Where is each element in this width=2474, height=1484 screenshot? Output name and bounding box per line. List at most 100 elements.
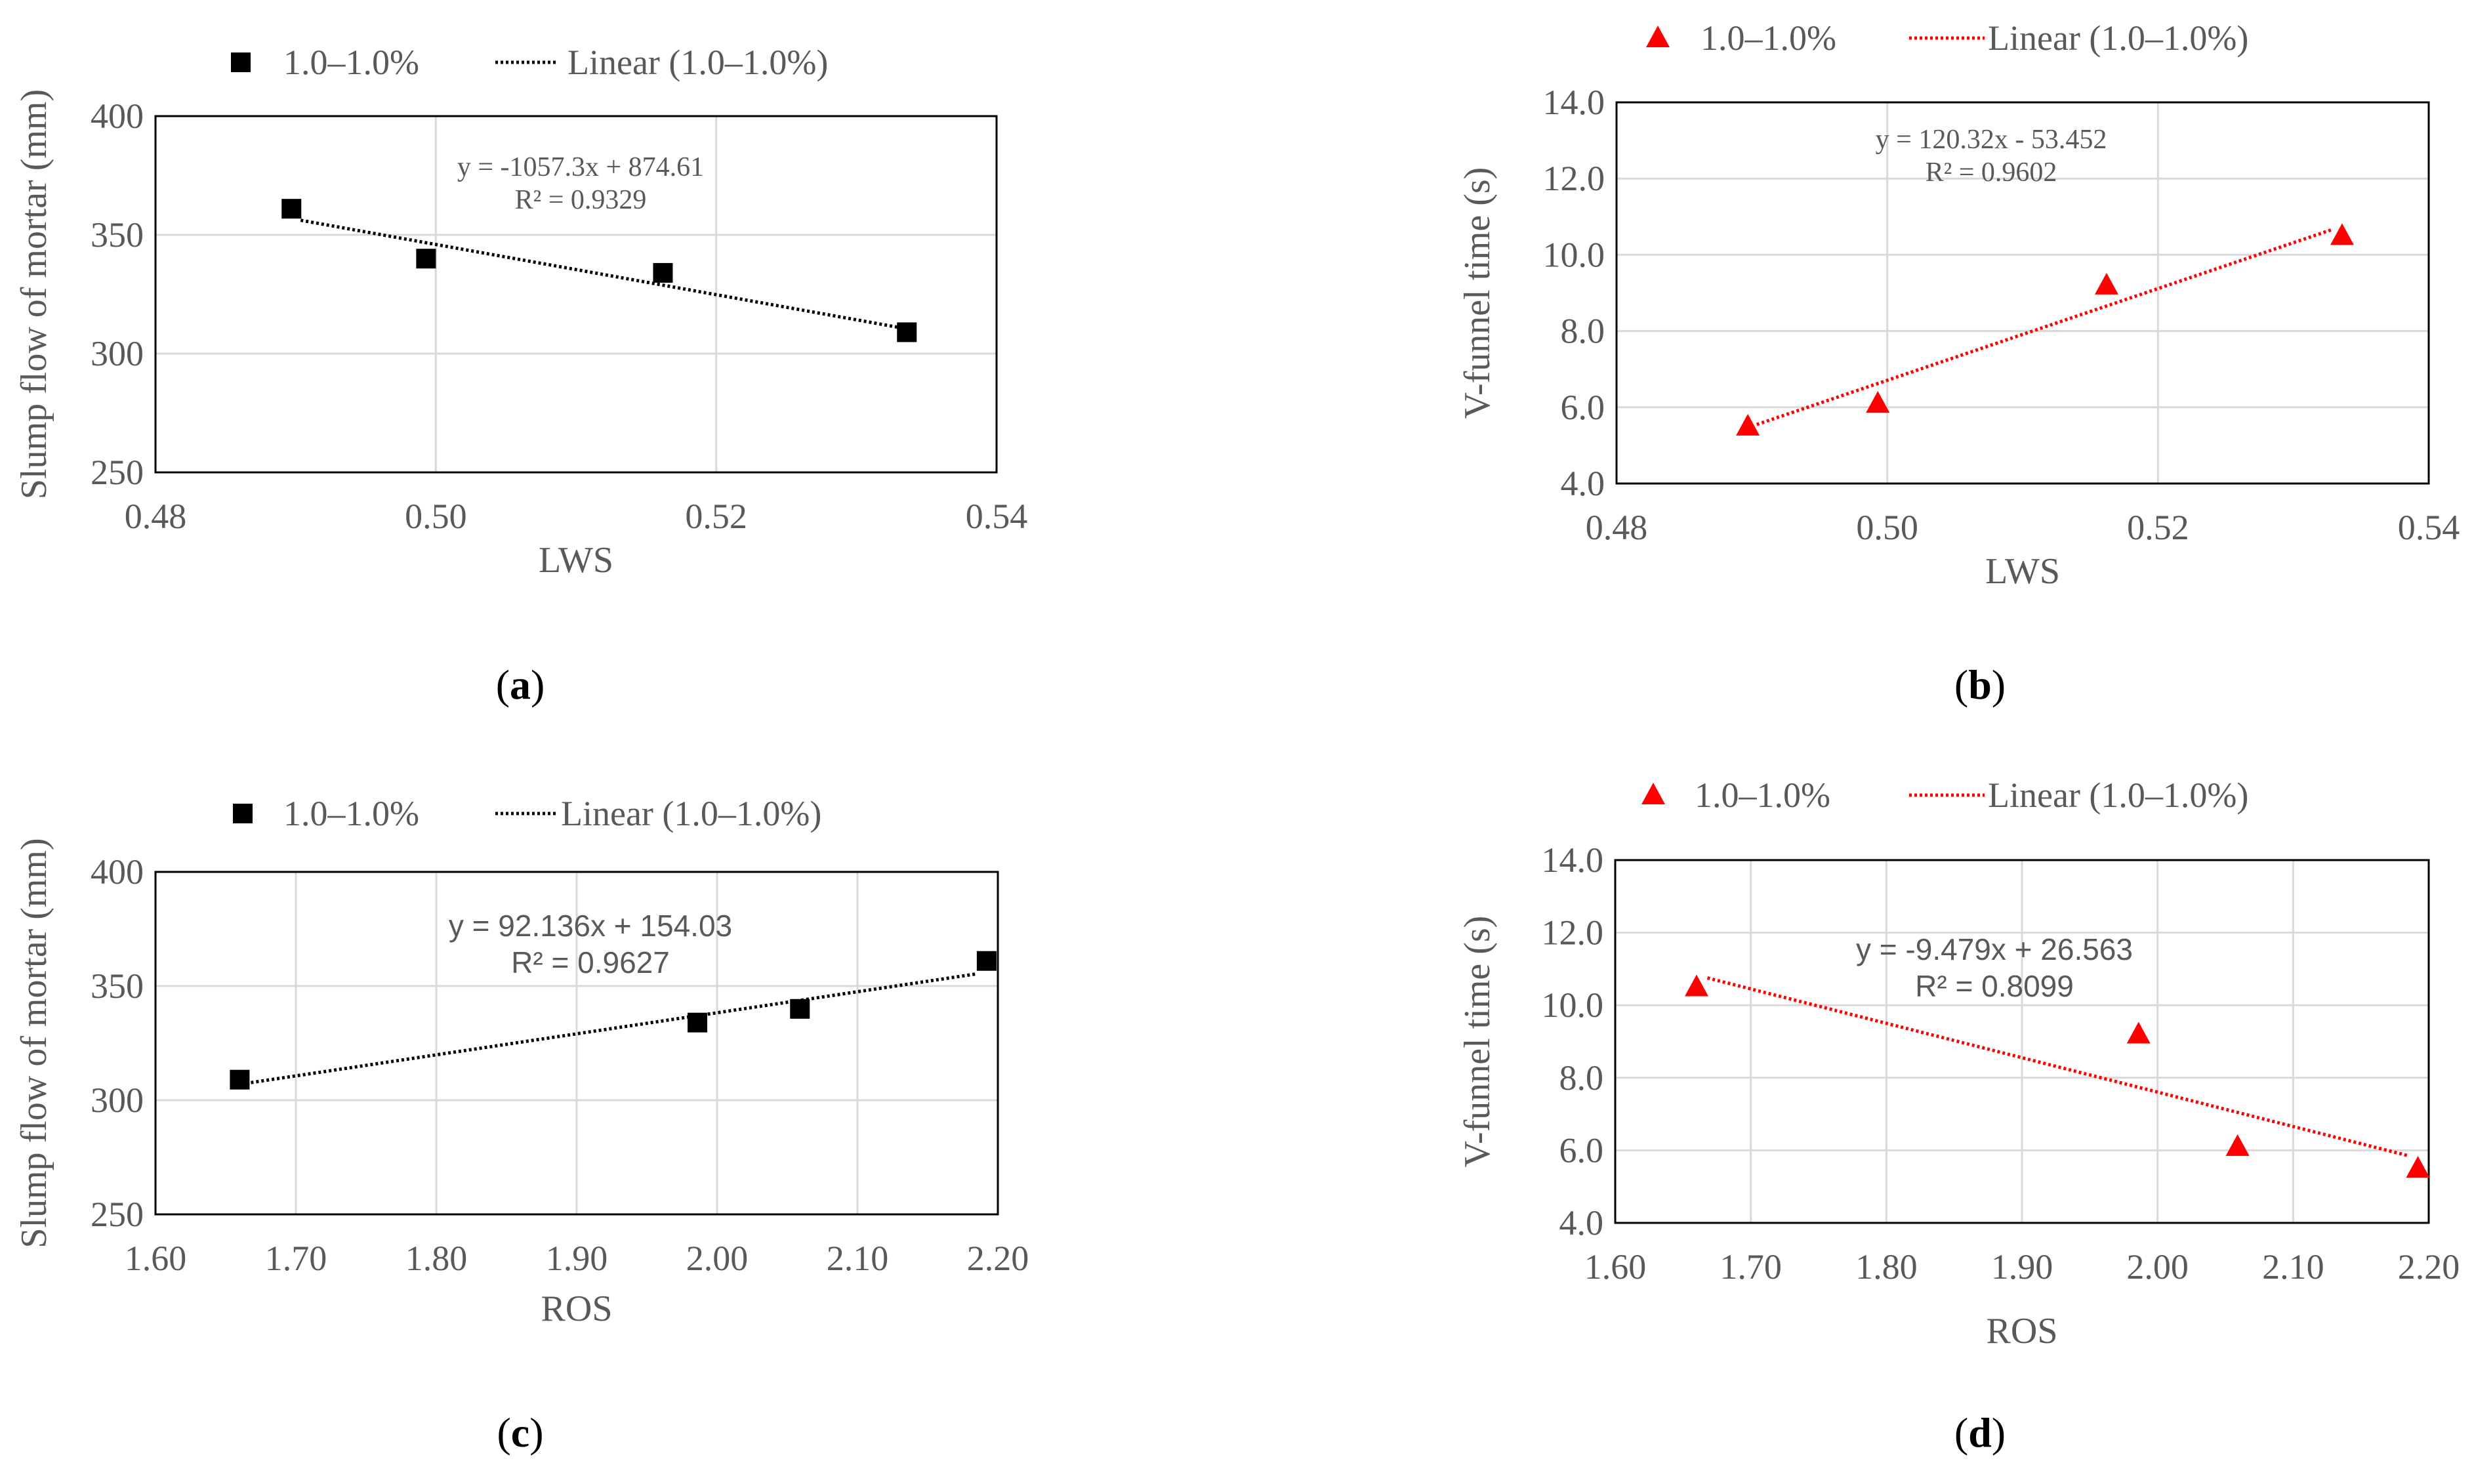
x-tick-label: 1.60 <box>1584 1247 1647 1287</box>
x-tick-label: 1.70 <box>1720 1247 1782 1287</box>
y-tick-label: 300 <box>91 1081 144 1120</box>
trendline <box>1756 228 2334 426</box>
x-tick-label: 2.10 <box>827 1239 889 1278</box>
plot-area-frame <box>1614 859 2430 1224</box>
legend-trendline-label: Linear (1.0–1.0%) <box>561 794 821 833</box>
y-tick-label: 6.0 <box>1559 1130 1604 1170</box>
y-tick-label: 250 <box>91 453 144 492</box>
trendline <box>251 972 976 1084</box>
chart-panel-a: 250 300 350 400 0.48 0.50 0.52 0.54 LWS Slump flo… <box>14 43 1027 708</box>
y-axis-title: Slump flow of mortar (mm) <box>14 838 54 1248</box>
y-axis-title: Slump flow of mortar (mm) <box>14 89 54 499</box>
x-tick-label: 2.10 <box>2262 1247 2324 1287</box>
x-axis-title: LWS <box>1985 551 2060 592</box>
x-tick-label: 0.48 <box>125 497 187 536</box>
chart-panel-c: 250 300 350 400 1.60 1.70 1.80 1.90 2.00 2.10 2.20… <box>14 794 1029 1456</box>
legend-series-label: 1.0–1.0% <box>283 794 419 833</box>
x-tick-label: 2.20 <box>967 1239 1029 1278</box>
x-tick-label: 0.52 <box>2127 508 2189 547</box>
panel-label: (a) <box>496 661 545 708</box>
data-point <box>2406 1156 2430 1178</box>
panel-letter: a <box>510 661 531 708</box>
trendline-equation: y = 92.136x + 154.03 <box>449 909 732 943</box>
data-point <box>2225 1134 2250 1156</box>
legend-trendline-label: Linear (1.0–1.0%) <box>567 43 828 82</box>
plot-area-frame <box>1615 101 2430 485</box>
trendline-r-squared: R² = 0.8099 <box>1915 969 2074 1003</box>
x-tick-label: 0.50 <box>405 497 467 536</box>
panel-label: (c) <box>497 1409 543 1456</box>
panel-letter: c <box>511 1409 529 1456</box>
panel-letter: b <box>1968 661 1992 708</box>
data-point <box>2094 272 2118 295</box>
y-tick-label: 10.0 <box>1543 235 1605 274</box>
y-tick-label: 300 <box>91 334 144 373</box>
y-tick-label: 14.0 <box>1543 83 1605 122</box>
panel-letter: d <box>1968 1409 1992 1456</box>
data-point <box>1866 390 1890 413</box>
x-tick-label: 0.50 <box>1856 508 1918 547</box>
x-tick-label: 0.54 <box>966 497 1028 536</box>
trendline-equation: y = -1057.3x + 874.61 <box>457 152 704 182</box>
x-tick-label: 2.00 <box>686 1239 749 1278</box>
trendline-r-squared: R² = 0.9329 <box>515 185 647 215</box>
data-point <box>688 1012 708 1033</box>
legend-series-label: 1.0–1.0% <box>1695 775 1830 815</box>
legend-trendline-label: Linear (1.0–1.0%) <box>1988 775 2248 815</box>
x-tick-label: 1.90 <box>1991 1247 2053 1287</box>
x-tick-label: 1.80 <box>405 1239 468 1278</box>
trendline-equation: y = -9.479x + 26.563 <box>1856 932 2133 966</box>
data-point <box>2330 223 2354 245</box>
y-tick-label: 12.0 <box>1543 159 1605 198</box>
y-axis-title: V-funnel time (s) <box>1457 916 1498 1168</box>
data-point <box>897 322 917 342</box>
panel-label: (b) <box>1954 661 2006 708</box>
legend-marker <box>231 52 251 72</box>
data-point <box>416 249 436 269</box>
y-axis-title: V-funnel time (s) <box>1457 167 1498 419</box>
legend-marker <box>1641 783 1665 804</box>
chart-panel-d: 4.0 6.0 8.0 10.0 12.0 14.0 1.60 1.70 1.80 1.90 2.0… <box>1457 775 2460 1456</box>
y-tick-label: 4.0 <box>1561 464 1605 503</box>
x-tick-label: 1.90 <box>546 1239 608 1278</box>
data-point <box>2126 1021 2151 1044</box>
y-tick-label: 8.0 <box>1561 312 1605 351</box>
legend-series-label: 1.0–1.0% <box>283 43 419 82</box>
y-tick-label: 350 <box>91 215 144 255</box>
y-tick-label: 6.0 <box>1561 388 1605 427</box>
x-tick-label: 1.70 <box>265 1239 327 1278</box>
x-tick-label: 2.00 <box>2126 1247 2189 1287</box>
plot-area-frame <box>154 115 998 474</box>
data-point <box>230 1069 250 1090</box>
x-tick-label: 1.80 <box>1855 1247 1918 1287</box>
data-point <box>1685 974 1708 997</box>
data-point <box>653 262 673 283</box>
legend-marker <box>1646 26 1670 47</box>
legend-series-label: 1.0–1.0% <box>1701 18 1836 58</box>
trendline-r-squared: R² = 0.9602 <box>1926 157 2057 188</box>
data-point <box>976 951 997 971</box>
x-tick-label: 0.48 <box>1586 508 1648 547</box>
legend-marker <box>233 804 253 823</box>
x-axis-title: ROS <box>541 1288 613 1329</box>
data-point <box>281 199 302 219</box>
trendline <box>300 218 898 329</box>
data-point <box>1736 413 1760 436</box>
x-tick-label: 1.60 <box>125 1239 187 1278</box>
y-tick-label: 400 <box>91 852 144 892</box>
panel-label: (d) <box>1954 1409 2006 1456</box>
x-tick-label: 2.20 <box>2398 1247 2460 1287</box>
x-axis-title: LWS <box>539 540 613 581</box>
y-tick-label: 400 <box>91 96 144 136</box>
legend-trendline-label: Linear (1.0–1.0%) <box>1988 18 2248 58</box>
trendline-equation: y = 120.32x - 53.452 <box>1876 125 2107 155</box>
y-tick-label: 10.0 <box>1542 985 1604 1025</box>
x-tick-label: 0.52 <box>685 497 747 536</box>
y-tick-label: 14.0 <box>1542 840 1604 880</box>
y-tick-label: 4.0 <box>1559 1203 1604 1243</box>
x-axis-title: ROS <box>1987 1311 2058 1351</box>
x-tick-label: 0.54 <box>2398 508 2460 547</box>
chart-panel-b: 4.0 6.0 8.0 10.0 12.0 14.0 0.48 0.50 0.52 0.54 LWS… <box>1457 18 2460 708</box>
y-tick-label: 8.0 <box>1559 1058 1604 1098</box>
